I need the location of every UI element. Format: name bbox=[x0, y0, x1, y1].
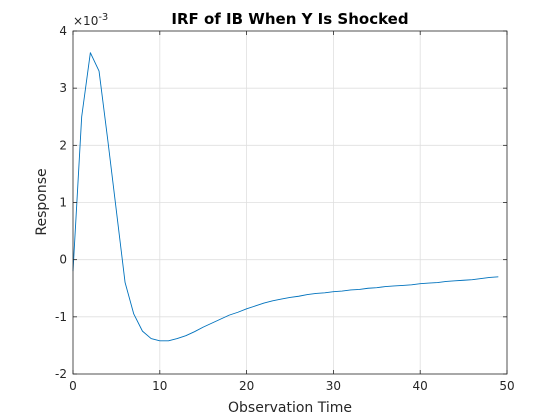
y-tick-label: 0 bbox=[59, 253, 67, 267]
y-axis-label: Response bbox=[34, 168, 50, 235]
chart-title: IRF of IB When Y Is Shocked bbox=[171, 10, 408, 28]
x-tick-label: 50 bbox=[499, 379, 514, 393]
y-tick-label: -1 bbox=[55, 310, 67, 324]
x-tick-label: 0 bbox=[69, 379, 77, 393]
x-tick-label: 40 bbox=[413, 379, 428, 393]
y-tick-label: 2 bbox=[59, 138, 67, 152]
series-layer bbox=[72, 52, 499, 342]
x-tick-label: 20 bbox=[239, 379, 254, 393]
y-tick-label: 3 bbox=[59, 81, 67, 95]
y-tick-label: -2 bbox=[55, 367, 67, 381]
ticks: 0 10 20 30 40 50 -2 -1 0 1 2 3 4 bbox=[55, 24, 515, 393]
y-tick-label: 4 bbox=[59, 24, 67, 38]
series-line bbox=[72, 52, 499, 342]
x-axis-label: Observation Time bbox=[228, 400, 352, 416]
y-exponent-label: ×10-3 bbox=[73, 12, 108, 28]
y-tick-label: 1 bbox=[59, 196, 67, 210]
y-exponent-power: -3 bbox=[98, 12, 108, 23]
grid bbox=[73, 31, 507, 374]
x-tick-label: 30 bbox=[326, 379, 341, 393]
y-exponent-base: ×10 bbox=[73, 14, 98, 28]
x-tick-label: 10 bbox=[152, 379, 167, 393]
